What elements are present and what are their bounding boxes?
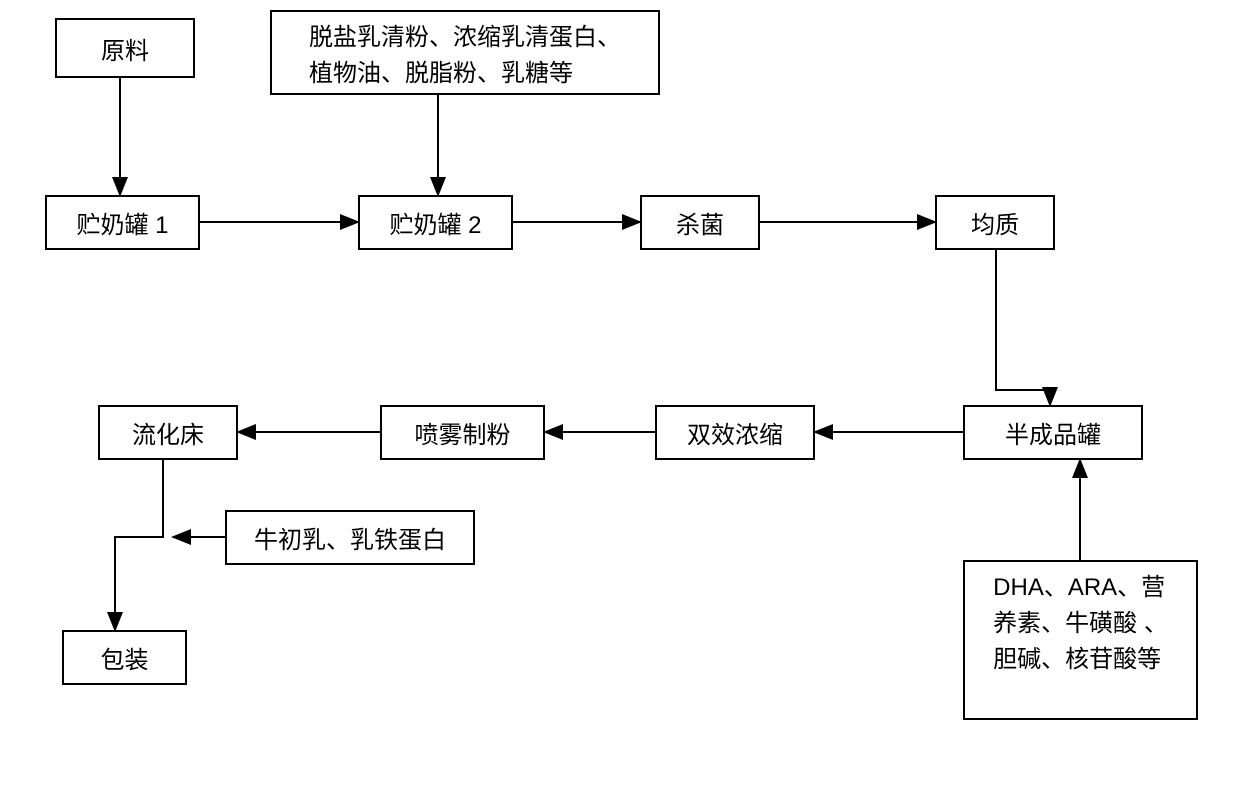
node-semifinished-label: 半成品罐 xyxy=(1005,415,1101,450)
edge-fluidized-package xyxy=(115,460,163,630)
node-raw: 原料 xyxy=(55,18,195,78)
node-tank2-label: 贮奶罐 2 xyxy=(389,205,481,240)
node-homogenize-label: 均质 xyxy=(971,205,1019,240)
node-additives3-label: DHA、ARA、营 养素、牛磺酸 、 胆碱、核苷酸等 xyxy=(993,570,1168,678)
node-raw-label: 原料 xyxy=(101,31,149,66)
node-concentrate: 双效浓缩 xyxy=(655,405,815,460)
node-sterilize-label: 杀菌 xyxy=(676,205,724,240)
node-sterilize: 杀菌 xyxy=(640,195,760,250)
node-tank2: 贮奶罐 2 xyxy=(358,195,513,250)
node-additives3: DHA、ARA、营 养素、牛磺酸 、 胆碱、核苷酸等 xyxy=(963,560,1198,720)
node-semifinished: 半成品罐 xyxy=(963,405,1143,460)
node-concentrate-label: 双效浓缩 xyxy=(687,415,783,450)
node-spray-label: 喷雾制粉 xyxy=(415,415,511,450)
node-tank1-label: 贮奶罐 1 xyxy=(76,205,168,240)
node-package: 包装 xyxy=(62,630,187,685)
node-ingredients1-label: 脱盐乳清粉、浓缩乳清蛋白、 植物油、脱脂粉、乳糖等 xyxy=(309,20,621,92)
node-fluidized: 流化床 xyxy=(98,405,238,460)
edge-homogenize-semifinished xyxy=(996,250,1050,405)
node-tank1: 贮奶罐 1 xyxy=(45,195,200,250)
node-homogenize: 均质 xyxy=(935,195,1055,250)
node-additives2: 牛初乳、乳铁蛋白 xyxy=(225,510,475,565)
node-ingredients1: 脱盐乳清粉、浓缩乳清蛋白、 植物油、脱脂粉、乳糖等 xyxy=(270,10,660,95)
node-additives2-label: 牛初乳、乳铁蛋白 xyxy=(254,520,446,555)
node-package-label: 包装 xyxy=(101,640,149,675)
node-fluidized-label: 流化床 xyxy=(132,415,204,450)
node-spray: 喷雾制粉 xyxy=(380,405,545,460)
